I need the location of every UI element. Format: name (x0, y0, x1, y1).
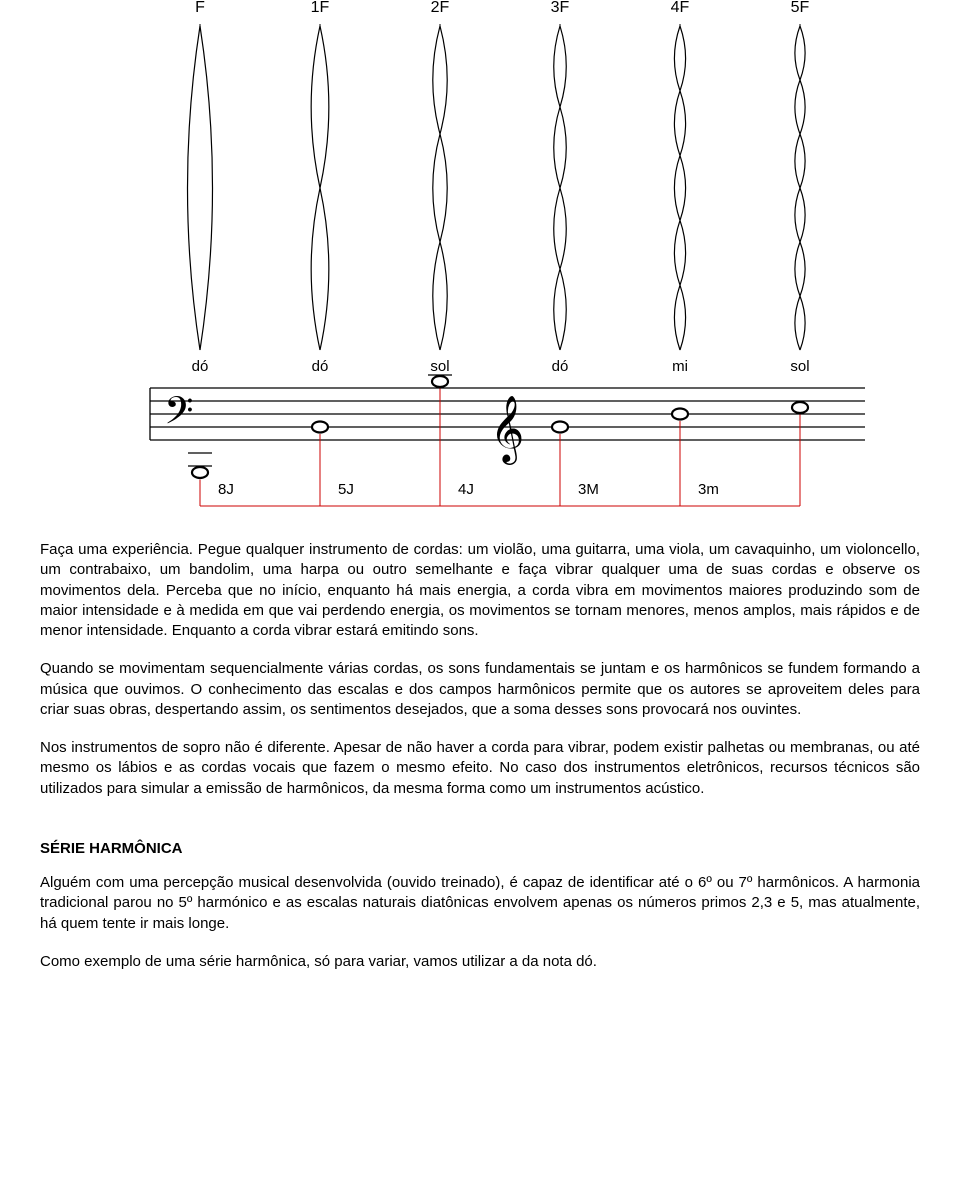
harmonics-diagram: F 1F 2F 3F 4F 5F dó dó sol dó mi sol 𝄢 𝄞 8J 5J 4J 3M 3m (95, 0, 865, 520)
svg-text:𝄢: 𝄢 (164, 390, 194, 441)
svg-text:8J: 8J (218, 481, 234, 498)
svg-text:5F: 5F (791, 0, 810, 16)
svg-text:F: F (195, 0, 205, 16)
paragraph-4: Alguém com uma percepção musical desenvo… (40, 873, 920, 934)
svg-text:4J: 4J (458, 481, 474, 498)
svg-text:𝄞: 𝄞 (490, 396, 524, 465)
svg-text:3m: 3m (698, 481, 719, 498)
paragraph-3: Nos instrumentos de sopro não é diferent… (40, 738, 920, 799)
svg-text:dó: dó (552, 358, 569, 375)
svg-text:2F: 2F (431, 0, 450, 16)
svg-text:1F: 1F (311, 0, 330, 16)
svg-text:5J: 5J (338, 481, 354, 498)
paragraph-2: Quando se movimentam sequencialmente vár… (40, 659, 920, 720)
svg-text:dó: dó (312, 358, 329, 375)
svg-text:4F: 4F (671, 0, 690, 16)
svg-text:3F: 3F (551, 0, 570, 16)
section-title: SÉRIE HARMÔNICA (40, 839, 920, 859)
paragraph-5: Como exemplo de uma série harmônica, só … (40, 952, 920, 972)
svg-text:mi: mi (672, 358, 688, 375)
svg-text:sol: sol (430, 358, 449, 375)
svg-text:sol: sol (790, 358, 809, 375)
paragraph-1: Faça uma experiência. Pegue qualquer ins… (40, 540, 920, 641)
svg-text:3M: 3M (578, 481, 599, 498)
svg-text:dó: dó (192, 358, 209, 375)
